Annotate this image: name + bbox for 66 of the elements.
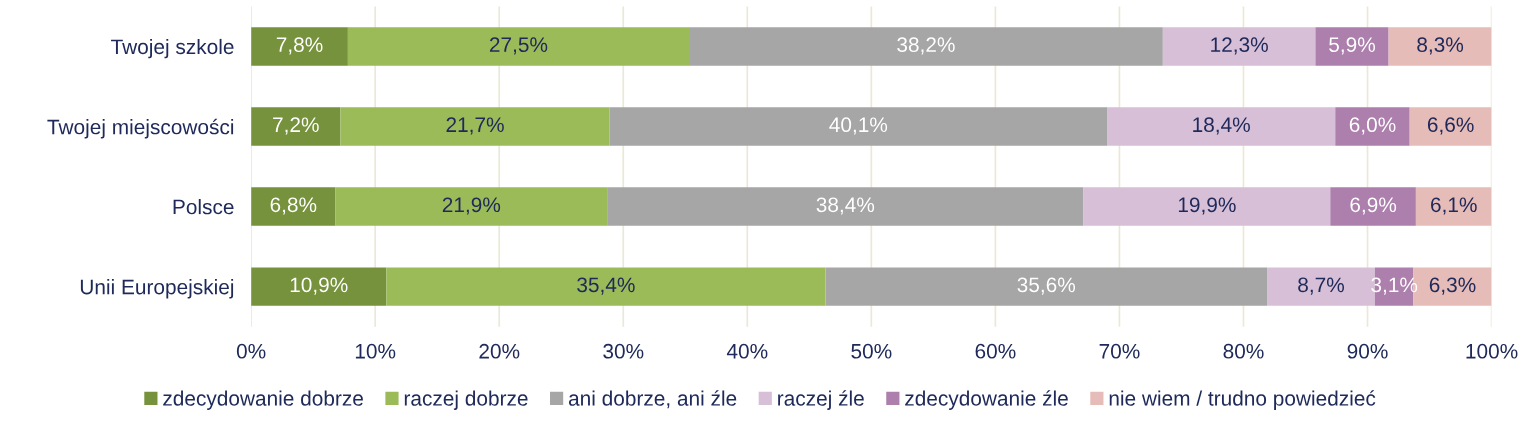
- bar: [607, 187, 1084, 226]
- data-label: 6,6%: [1427, 117, 1474, 135]
- data-label: 6,3%: [1429, 277, 1476, 295]
- data-label: 19,9%: [1178, 197, 1236, 215]
- data-label: 35,4%: [577, 277, 635, 295]
- data-label: 21,7%: [446, 117, 504, 135]
- legend-label: raczej źle: [778, 390, 864, 410]
- data-label: 38,4%: [816, 197, 875, 215]
- x-tick-label: 40%: [726, 343, 768, 359]
- bar: [251, 107, 341, 146]
- data-label: 8,3%: [1417, 37, 1464, 55]
- y-tick-label: Unii Europejskiej: [80, 279, 234, 299]
- y-tick-label: Polsce: [173, 199, 234, 215]
- data-label: 7,2%: [273, 117, 319, 135]
- data-label: 6,9%: [1350, 197, 1397, 215]
- bar: [1415, 187, 1492, 226]
- data-label: 3,1%: [1371, 277, 1418, 295]
- data-label: 7,8%: [276, 37, 323, 55]
- data-label: 8,7%: [1298, 277, 1344, 295]
- data-label: 10,9%: [290, 277, 348, 295]
- bar: [1162, 27, 1316, 66]
- data-label: 35,6%: [1017, 277, 1076, 295]
- bar: [347, 27, 689, 66]
- bar: [1107, 107, 1336, 146]
- data-label: 6,8%: [270, 197, 317, 215]
- bar: [1330, 187, 1416, 226]
- bar: [1335, 107, 1410, 146]
- legend-label: nie wiem / trudno powiedzieć: [1109, 390, 1376, 410]
- bar: [1315, 27, 1389, 66]
- legend-label: raczej dobrze: [404, 390, 528, 410]
- data-label: 27,5%: [489, 37, 548, 55]
- x-tick-label: 50%: [851, 343, 892, 359]
- legend-label: ani dobrze, ani źle: [568, 390, 737, 409]
- data-label: 40,1%: [829, 117, 888, 135]
- data-label: 12,3%: [1211, 37, 1268, 55]
- legend-label: zdecydowanie dobrze: [163, 390, 363, 410]
- y-tick-label: Twojej miejscowości: [47, 118, 234, 139]
- bar: [825, 267, 1268, 306]
- bar: [340, 107, 610, 146]
- x-tick-label: 60%: [975, 343, 1016, 359]
- data-label: 6,1%: [1431, 197, 1477, 215]
- bar: [609, 107, 1108, 146]
- bar: [251, 187, 336, 226]
- bar: [1409, 107, 1492, 146]
- x-tick-label: 10%: [355, 343, 396, 359]
- x-tick-label: 0%: [236, 343, 266, 359]
- x-tick-label: 70%: [1099, 343, 1140, 359]
- x-tick-label: 20%: [479, 343, 520, 359]
- bar: [335, 187, 608, 226]
- bar: [251, 27, 348, 66]
- data-label: 5,9%: [1329, 37, 1376, 55]
- data-label: 6,0%: [1349, 117, 1396, 135]
- bar: [386, 267, 826, 306]
- data-label: 21,9%: [442, 197, 501, 215]
- data-label: 38,2%: [897, 37, 955, 55]
- bar: [1083, 187, 1331, 226]
- x-tick-label: 90%: [1347, 343, 1388, 359]
- bar: [1388, 27, 1492, 66]
- x-tick-label: 30%: [603, 343, 644, 359]
- x-tick-label: 100%: [1466, 343, 1518, 359]
- x-tick-label: 80%: [1223, 343, 1264, 359]
- bar: [251, 267, 387, 306]
- bar: [689, 27, 1163, 66]
- legend-label: zdecydowanie źle: [905, 390, 1068, 410]
- y-tick-label: Twojej szkole: [111, 38, 234, 59]
- data-label: 18,4%: [1193, 117, 1250, 135]
